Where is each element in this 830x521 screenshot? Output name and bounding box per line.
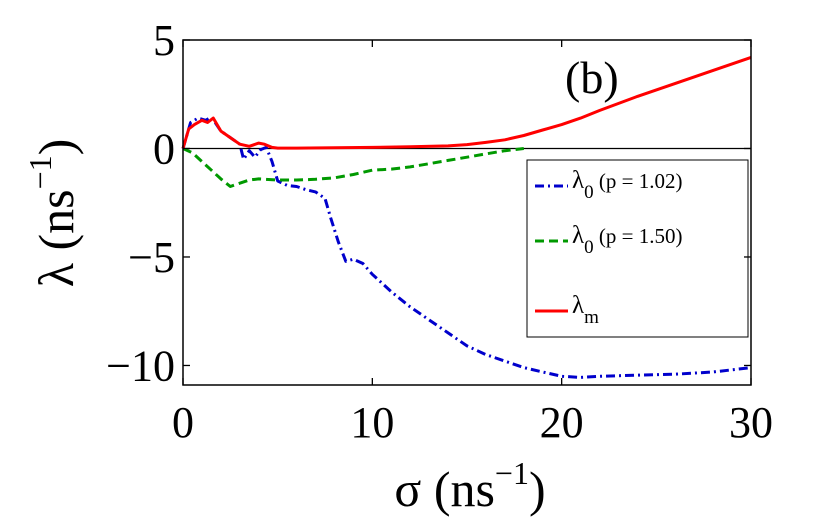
y-tick-label: 5 [153,16,175,65]
y-axis-label-text: λ (ns [28,189,84,287]
y-axis-label-exponent: −1 [22,155,58,189]
legend-subscript: m [584,307,599,328]
y-axis-label-close: ) [28,139,84,156]
x-axis-label-exponent: −1 [495,455,529,491]
legend-label-0: λ0 (p = 1.02) [572,167,682,203]
legend-symbol: λ [572,222,584,249]
series-line-1 [182,147,524,188]
legend-symbol: λ [572,167,584,194]
y-tick-label: −5 [128,233,175,282]
y-tick-label: −10 [106,341,175,390]
legend: λ0 (p = 1.02)λ0 (p = 1.50)λm [526,159,749,338]
legend-subscript: 0 [584,182,594,203]
y-axis-label: λ (ns−1) [22,139,84,288]
x-tick-label: 10 [350,398,394,447]
plot-frame [182,39,752,386]
x-axis-label-text: σ (ns [394,461,495,517]
legend-params: (p = 1.50) [594,224,683,248]
legend-symbol: λ [572,292,584,319]
x-tick-label: 30 [729,398,773,447]
legend-label-1: λ0 (p = 1.50) [572,222,682,258]
panel-label: (b) [565,52,619,103]
y-tick-label: 0 [153,124,175,173]
legend-label-2: λm [572,292,599,328]
x-tick-label: 20 [540,398,584,447]
x-axis-label: σ (ns−1) [394,455,545,517]
x-axis-label-close: ) [529,461,546,517]
legend-params: (p = 1.02) [594,169,683,193]
x-tick-label: 0 [172,398,194,447]
series-line-2 [181,55,752,150]
legend-subscript: 0 [584,237,594,258]
legend-box [526,159,749,338]
